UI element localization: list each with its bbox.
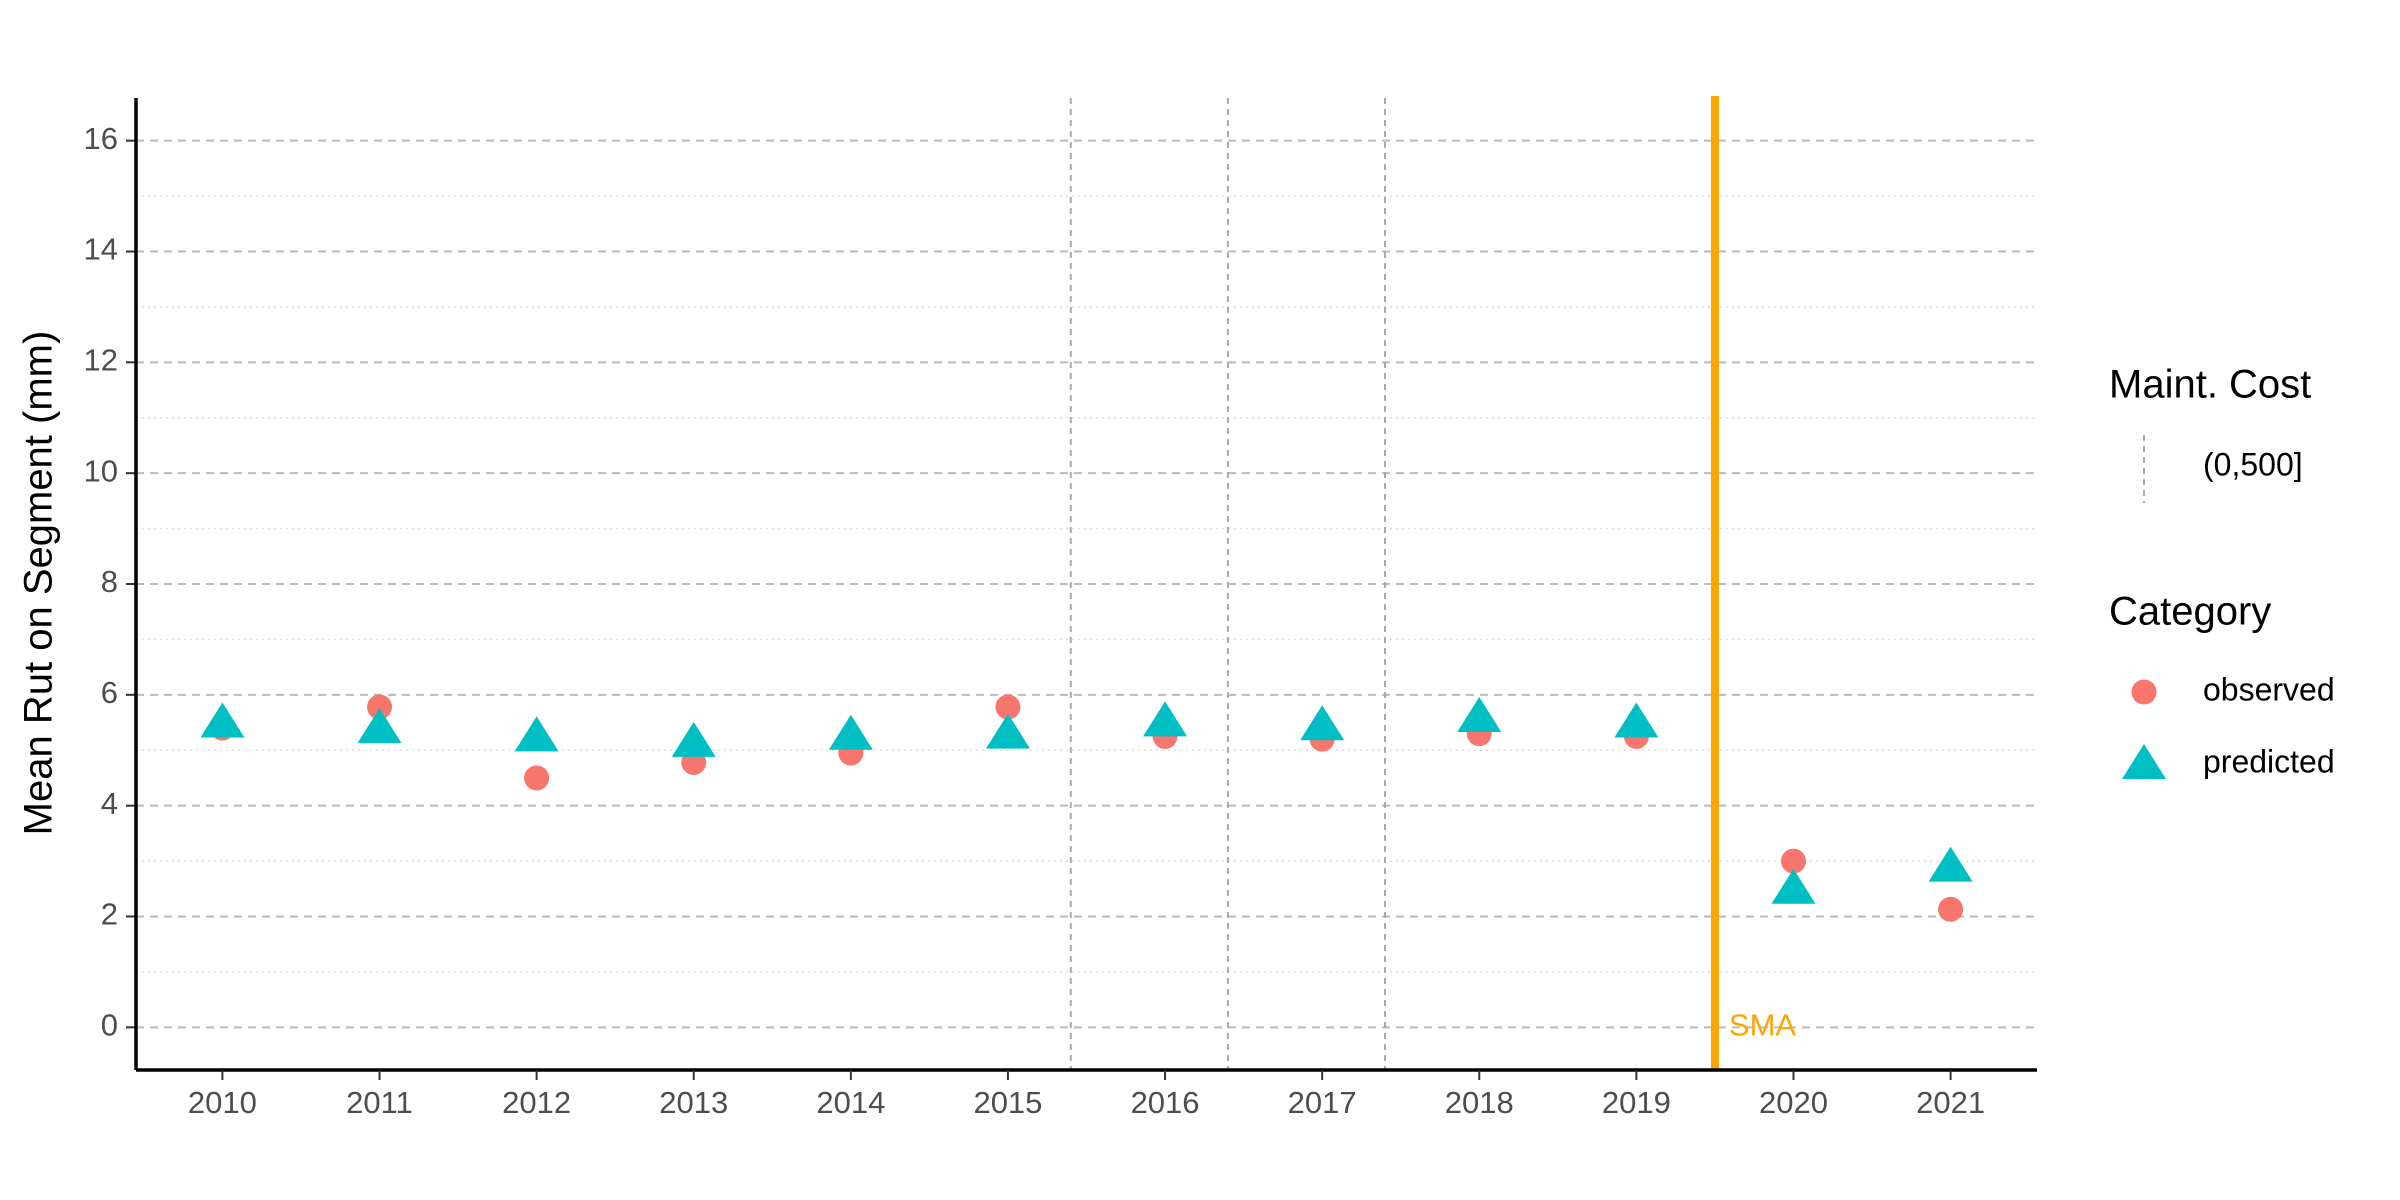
y-tick-label: 4 — [101, 786, 118, 821]
x-tick-label: 2017 — [1288, 1085, 1357, 1120]
point — [1780, 848, 1806, 874]
y-tick-label: 6 — [101, 675, 118, 710]
y-tick-label: 10 — [84, 453, 118, 488]
legend-title: Category — [2109, 590, 2271, 634]
x-tick-label: 2010 — [188, 1085, 257, 1120]
y-tick-label: 0 — [101, 1008, 118, 1043]
y-tick-label: 12 — [84, 343, 118, 378]
legend-key — [2122, 744, 2166, 779]
x-tick-label: 2014 — [816, 1085, 885, 1120]
point — [995, 694, 1021, 720]
y-tick-label: 2 — [101, 897, 118, 932]
point — [200, 702, 245, 738]
point — [1771, 868, 1816, 904]
point — [367, 694, 393, 720]
x-tick-label: 2020 — [1759, 1085, 1828, 1120]
x-tick-label: 2019 — [1602, 1085, 1671, 1120]
point — [1143, 701, 1188, 737]
x-tick-label: 2021 — [1916, 1085, 1985, 1120]
x-tick-label: 2015 — [973, 1085, 1042, 1120]
y-tick-label: 14 — [84, 232, 118, 267]
x-tick-label: 2012 — [502, 1085, 571, 1120]
sma-label: SMA — [1729, 1008, 1797, 1043]
y-tick-label: 8 — [101, 564, 118, 599]
point — [524, 765, 550, 791]
x-tick-label: 2016 — [1131, 1085, 1200, 1120]
legend-label: (0,500] — [2203, 446, 2303, 482]
point — [1457, 696, 1502, 732]
x-tick-label: 2011 — [346, 1085, 413, 1120]
point — [828, 714, 873, 750]
point — [357, 708, 402, 744]
y-axis-title: Mean Rut on Segment (mm) — [17, 331, 61, 836]
legend-label: observed — [2203, 671, 2335, 707]
point — [514, 716, 559, 752]
point — [1938, 896, 1964, 922]
point — [1300, 705, 1345, 741]
point — [985, 713, 1030, 749]
point — [1928, 846, 1973, 882]
legend-label: predicted — [2203, 743, 2335, 779]
x-tick-label: 2013 — [659, 1085, 728, 1120]
y-tick-label: 16 — [84, 121, 118, 156]
point — [1614, 702, 1659, 738]
point — [671, 721, 716, 757]
legend-key — [2131, 679, 2157, 705]
legend-title: Maint. Cost — [2109, 363, 2311, 407]
x-tick-label: 2018 — [1445, 1085, 1514, 1120]
